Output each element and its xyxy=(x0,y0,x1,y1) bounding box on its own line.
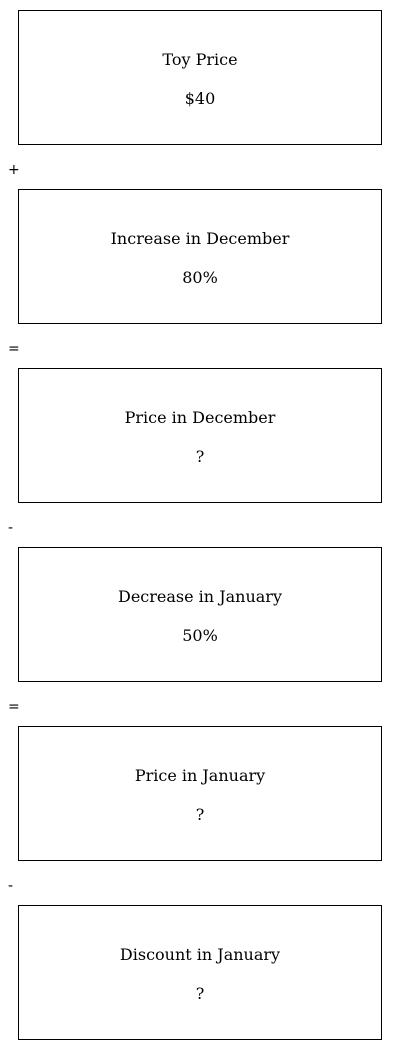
box-value: $40 xyxy=(19,90,381,108)
box-value: 50% xyxy=(19,627,381,645)
equals-operator: = xyxy=(8,341,20,357)
box-label: Toy Price xyxy=(19,51,381,69)
box-label: Price in January xyxy=(19,767,381,785)
price-january-box: Price in January ? xyxy=(18,726,382,861)
decrease-january-box: Decrease in January 50% xyxy=(18,547,382,682)
toy-price-box: Toy Price $40 xyxy=(18,10,382,145)
box-value: ? xyxy=(19,806,381,824)
minus-operator: - xyxy=(8,520,13,536)
equals-operator: = xyxy=(8,699,20,715)
box-value: 80% xyxy=(19,269,381,287)
box-value: ? xyxy=(19,448,381,466)
box-label: Increase in December xyxy=(19,230,381,248)
discount-january-box: Discount in January ? xyxy=(18,905,382,1040)
box-label: Price in December xyxy=(19,409,381,427)
box-label: Decrease in January xyxy=(19,588,381,606)
box-label: Discount in January xyxy=(19,946,381,964)
minus-operator: - xyxy=(8,878,13,894)
box-value: ? xyxy=(19,985,381,1003)
increase-december-box: Increase in December 80% xyxy=(18,189,382,324)
plus-operator: + xyxy=(8,162,20,178)
price-december-box: Price in December ? xyxy=(18,368,382,503)
